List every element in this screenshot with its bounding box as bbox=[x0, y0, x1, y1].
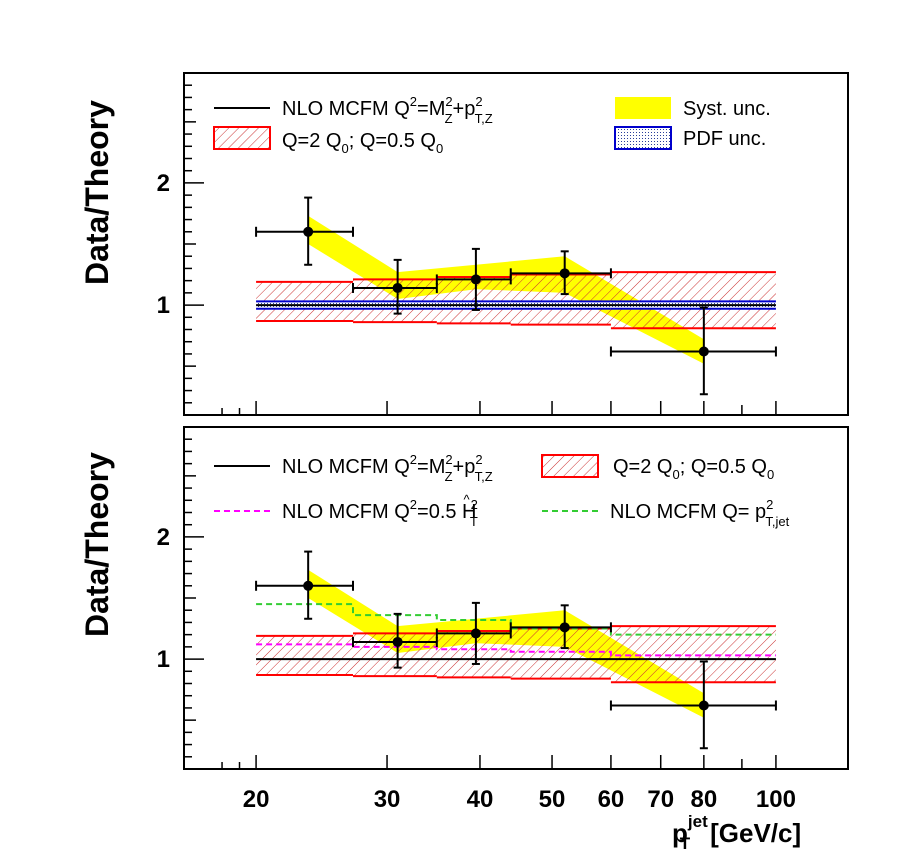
y-tick-label: 1 bbox=[157, 646, 170, 673]
scale-unc-box bbox=[256, 635, 354, 675]
legend-syst-swatch bbox=[615, 97, 671, 119]
x-tick-label: 80 bbox=[690, 786, 717, 813]
top-legend: NLO MCFM Q2=M2 Z+p2 T,Z Q=2 Q0; Q=0.5 Q0 S… bbox=[213, 94, 771, 156]
scale-unc-box bbox=[436, 276, 511, 324]
x-tick-label: 50 bbox=[539, 786, 566, 813]
data-point bbox=[470, 274, 481, 285]
bottom-legend: NLO MCFM Q2=M2 Z+p2 T,Z Q=2 Q0; Q=0.5 Q0 N… bbox=[214, 452, 790, 529]
legend-pdf-swatch bbox=[614, 126, 672, 150]
legend-nlo-label: NLO MCFM Q2=M2 Z+p2 T,Z bbox=[282, 452, 493, 484]
legend-scale-swatch bbox=[541, 454, 599, 478]
legend-scale-label: Q=2 Q0; Q=0.5 Q0 bbox=[282, 130, 443, 156]
bottom-y-axis-label: Data/Theory bbox=[79, 452, 115, 637]
x-tick-label: 60 bbox=[598, 786, 625, 813]
x-tick-label: 40 bbox=[467, 786, 494, 813]
data-point bbox=[303, 226, 314, 237]
data-point bbox=[559, 268, 570, 279]
legend-syst-label: Syst. unc. bbox=[683, 98, 771, 120]
top-frame bbox=[183, 72, 849, 416]
x-tick-label: 70 bbox=[647, 786, 674, 813]
data-point bbox=[392, 282, 403, 293]
legend-scale-swatch bbox=[213, 126, 271, 150]
top-y-axis-label: Data/Theory bbox=[79, 100, 115, 285]
y-tick-label: 1 bbox=[157, 292, 170, 319]
legend-ht-label: NLO MCFM Q2=0.5 H^2 T bbox=[282, 492, 478, 529]
legend-ptjet-label: NLO MCFM Q= p2 T,jet bbox=[610, 497, 790, 529]
scale-unc-box bbox=[610, 272, 776, 329]
scale-unc-box bbox=[510, 274, 611, 325]
top-panel: 1 2 Data/Theory NLO MCFM Q2=M2 Z+p2 T,Z Q=2… bbox=[79, 72, 849, 416]
legend-nlo-label: NLO MCFM Q2=M2 Z+p2 T,Z bbox=[282, 94, 493, 126]
data-point bbox=[559, 622, 570, 633]
legend-pdf-label: PDF unc. bbox=[683, 128, 766, 150]
x-tick-label: 20 bbox=[243, 786, 270, 813]
data-point bbox=[698, 700, 709, 711]
scale-unc-box bbox=[436, 630, 511, 678]
data-point bbox=[392, 636, 403, 647]
x-tick-label: 30 bbox=[374, 786, 401, 813]
x-tick-label: 100 bbox=[756, 786, 796, 813]
scale-unc-box bbox=[510, 628, 611, 679]
bottom-frame bbox=[183, 426, 849, 770]
y-tick-label: 2 bbox=[157, 170, 170, 197]
data-point bbox=[698, 346, 709, 357]
bottom-panel: 1 2 20 30 40 50 60 70 80 100 Data/Theory NLO MCFM… bbox=[79, 426, 849, 853]
y-tick-label: 2 bbox=[157, 524, 170, 551]
data-point bbox=[470, 628, 481, 639]
data-point bbox=[303, 580, 314, 591]
ht-scale-line bbox=[256, 643, 776, 657]
legend-scale-label: Q=2 Q0; Q=0.5 Q0 bbox=[613, 456, 774, 482]
x-axis-title: pjet T [GeV/c] bbox=[672, 812, 801, 853]
